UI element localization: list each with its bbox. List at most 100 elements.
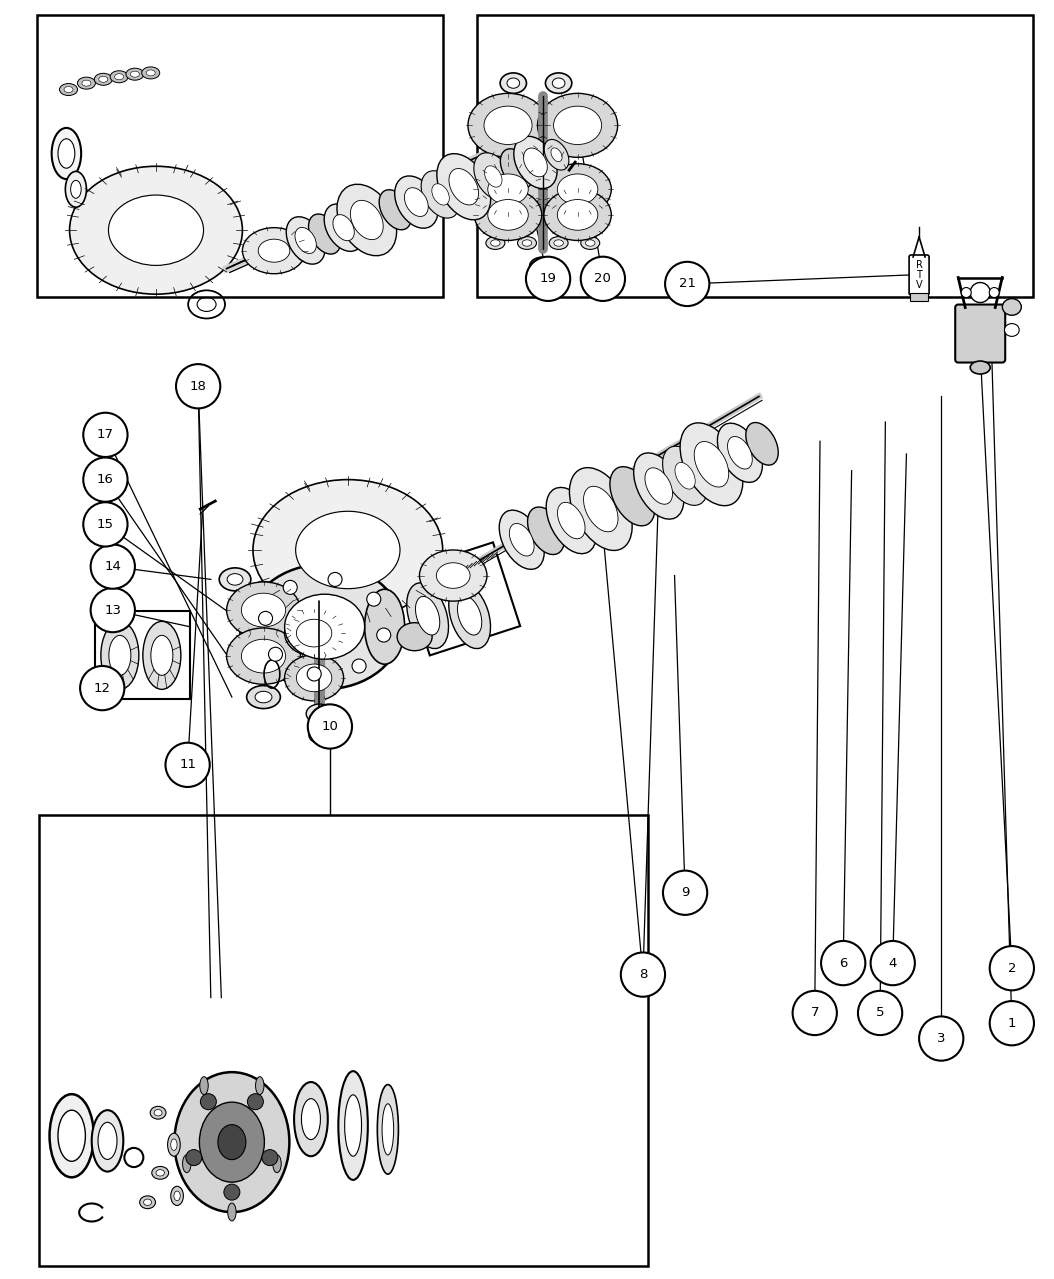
Text: 1: 1 — [1008, 1017, 1016, 1030]
Ellipse shape — [585, 240, 594, 246]
Ellipse shape — [509, 523, 534, 556]
Ellipse shape — [449, 583, 490, 648]
Ellipse shape — [70, 166, 242, 294]
Circle shape — [83, 458, 128, 501]
Circle shape — [307, 666, 321, 680]
Ellipse shape — [154, 1110, 162, 1115]
Text: 17: 17 — [97, 428, 114, 441]
Text: 9: 9 — [681, 886, 689, 899]
Ellipse shape — [507, 78, 520, 88]
Circle shape — [858, 991, 902, 1035]
Ellipse shape — [287, 216, 325, 265]
Ellipse shape — [522, 240, 532, 246]
Ellipse shape — [546, 487, 597, 554]
Ellipse shape — [633, 453, 684, 519]
Bar — [39, 815, 648, 1266]
Ellipse shape — [59, 83, 78, 96]
Circle shape — [663, 871, 707, 914]
Ellipse shape — [174, 1072, 290, 1212]
Ellipse shape — [337, 184, 396, 256]
Ellipse shape — [610, 467, 655, 526]
Ellipse shape — [110, 70, 129, 83]
Ellipse shape — [488, 174, 528, 205]
Circle shape — [186, 1150, 201, 1165]
Ellipse shape — [253, 480, 443, 620]
Ellipse shape — [151, 636, 173, 675]
Circle shape — [91, 588, 135, 632]
Ellipse shape — [746, 422, 778, 466]
Ellipse shape — [258, 239, 290, 262]
Text: 3: 3 — [937, 1032, 945, 1045]
Ellipse shape — [141, 67, 160, 79]
Bar — [910, 293, 929, 301]
Ellipse shape — [285, 655, 344, 701]
Text: 6: 6 — [839, 957, 847, 969]
Ellipse shape — [143, 1200, 152, 1205]
Ellipse shape — [680, 423, 743, 505]
Ellipse shape — [101, 622, 139, 689]
Text: 5: 5 — [876, 1007, 884, 1019]
Ellipse shape — [485, 166, 502, 187]
Ellipse shape — [552, 78, 565, 88]
Ellipse shape — [536, 262, 549, 270]
Circle shape — [581, 257, 625, 301]
Ellipse shape — [554, 240, 564, 246]
Ellipse shape — [273, 1155, 281, 1173]
Ellipse shape — [513, 137, 558, 188]
Ellipse shape — [296, 619, 332, 647]
Ellipse shape — [218, 1124, 246, 1160]
Ellipse shape — [518, 237, 536, 249]
Text: 18: 18 — [190, 380, 207, 393]
Ellipse shape — [727, 436, 753, 469]
Ellipse shape — [538, 93, 618, 157]
Ellipse shape — [255, 1077, 264, 1095]
Ellipse shape — [422, 170, 460, 219]
Ellipse shape — [242, 228, 306, 274]
FancyBboxPatch shape — [955, 304, 1006, 362]
Ellipse shape — [500, 73, 526, 93]
Text: 2: 2 — [1008, 962, 1016, 975]
Ellipse shape — [306, 703, 333, 724]
Circle shape — [200, 1094, 216, 1110]
Circle shape — [526, 257, 570, 301]
Ellipse shape — [544, 189, 611, 240]
Ellipse shape — [488, 200, 528, 230]
Ellipse shape — [182, 1155, 191, 1173]
Ellipse shape — [449, 169, 479, 205]
Text: 10: 10 — [321, 720, 338, 733]
Circle shape — [961, 288, 971, 298]
Circle shape — [83, 413, 128, 457]
Ellipse shape — [125, 68, 144, 81]
Circle shape — [248, 1094, 264, 1110]
Text: 21: 21 — [679, 278, 696, 290]
Text: 4: 4 — [889, 957, 897, 969]
Ellipse shape — [241, 640, 286, 673]
Circle shape — [871, 941, 915, 985]
Circle shape — [165, 743, 210, 787]
Ellipse shape — [530, 257, 557, 275]
Ellipse shape — [109, 196, 203, 266]
Ellipse shape — [52, 128, 81, 179]
Circle shape — [621, 953, 665, 996]
Text: 8: 8 — [639, 968, 647, 981]
Circle shape — [91, 545, 135, 588]
Ellipse shape — [345, 1095, 362, 1156]
Ellipse shape — [486, 237, 505, 249]
Text: 20: 20 — [594, 272, 611, 285]
Circle shape — [990, 288, 999, 298]
Text: 13: 13 — [104, 604, 121, 616]
Ellipse shape — [219, 568, 251, 591]
Ellipse shape — [309, 214, 340, 255]
Ellipse shape — [971, 361, 990, 373]
Circle shape — [258, 611, 273, 625]
Ellipse shape — [338, 1071, 368, 1179]
Ellipse shape — [581, 237, 600, 249]
Ellipse shape — [544, 164, 611, 215]
Ellipse shape — [150, 1106, 167, 1119]
Ellipse shape — [171, 1138, 177, 1151]
Circle shape — [176, 365, 220, 408]
Circle shape — [665, 262, 709, 306]
Ellipse shape — [228, 573, 242, 586]
Ellipse shape — [64, 87, 73, 92]
Ellipse shape — [419, 550, 487, 601]
